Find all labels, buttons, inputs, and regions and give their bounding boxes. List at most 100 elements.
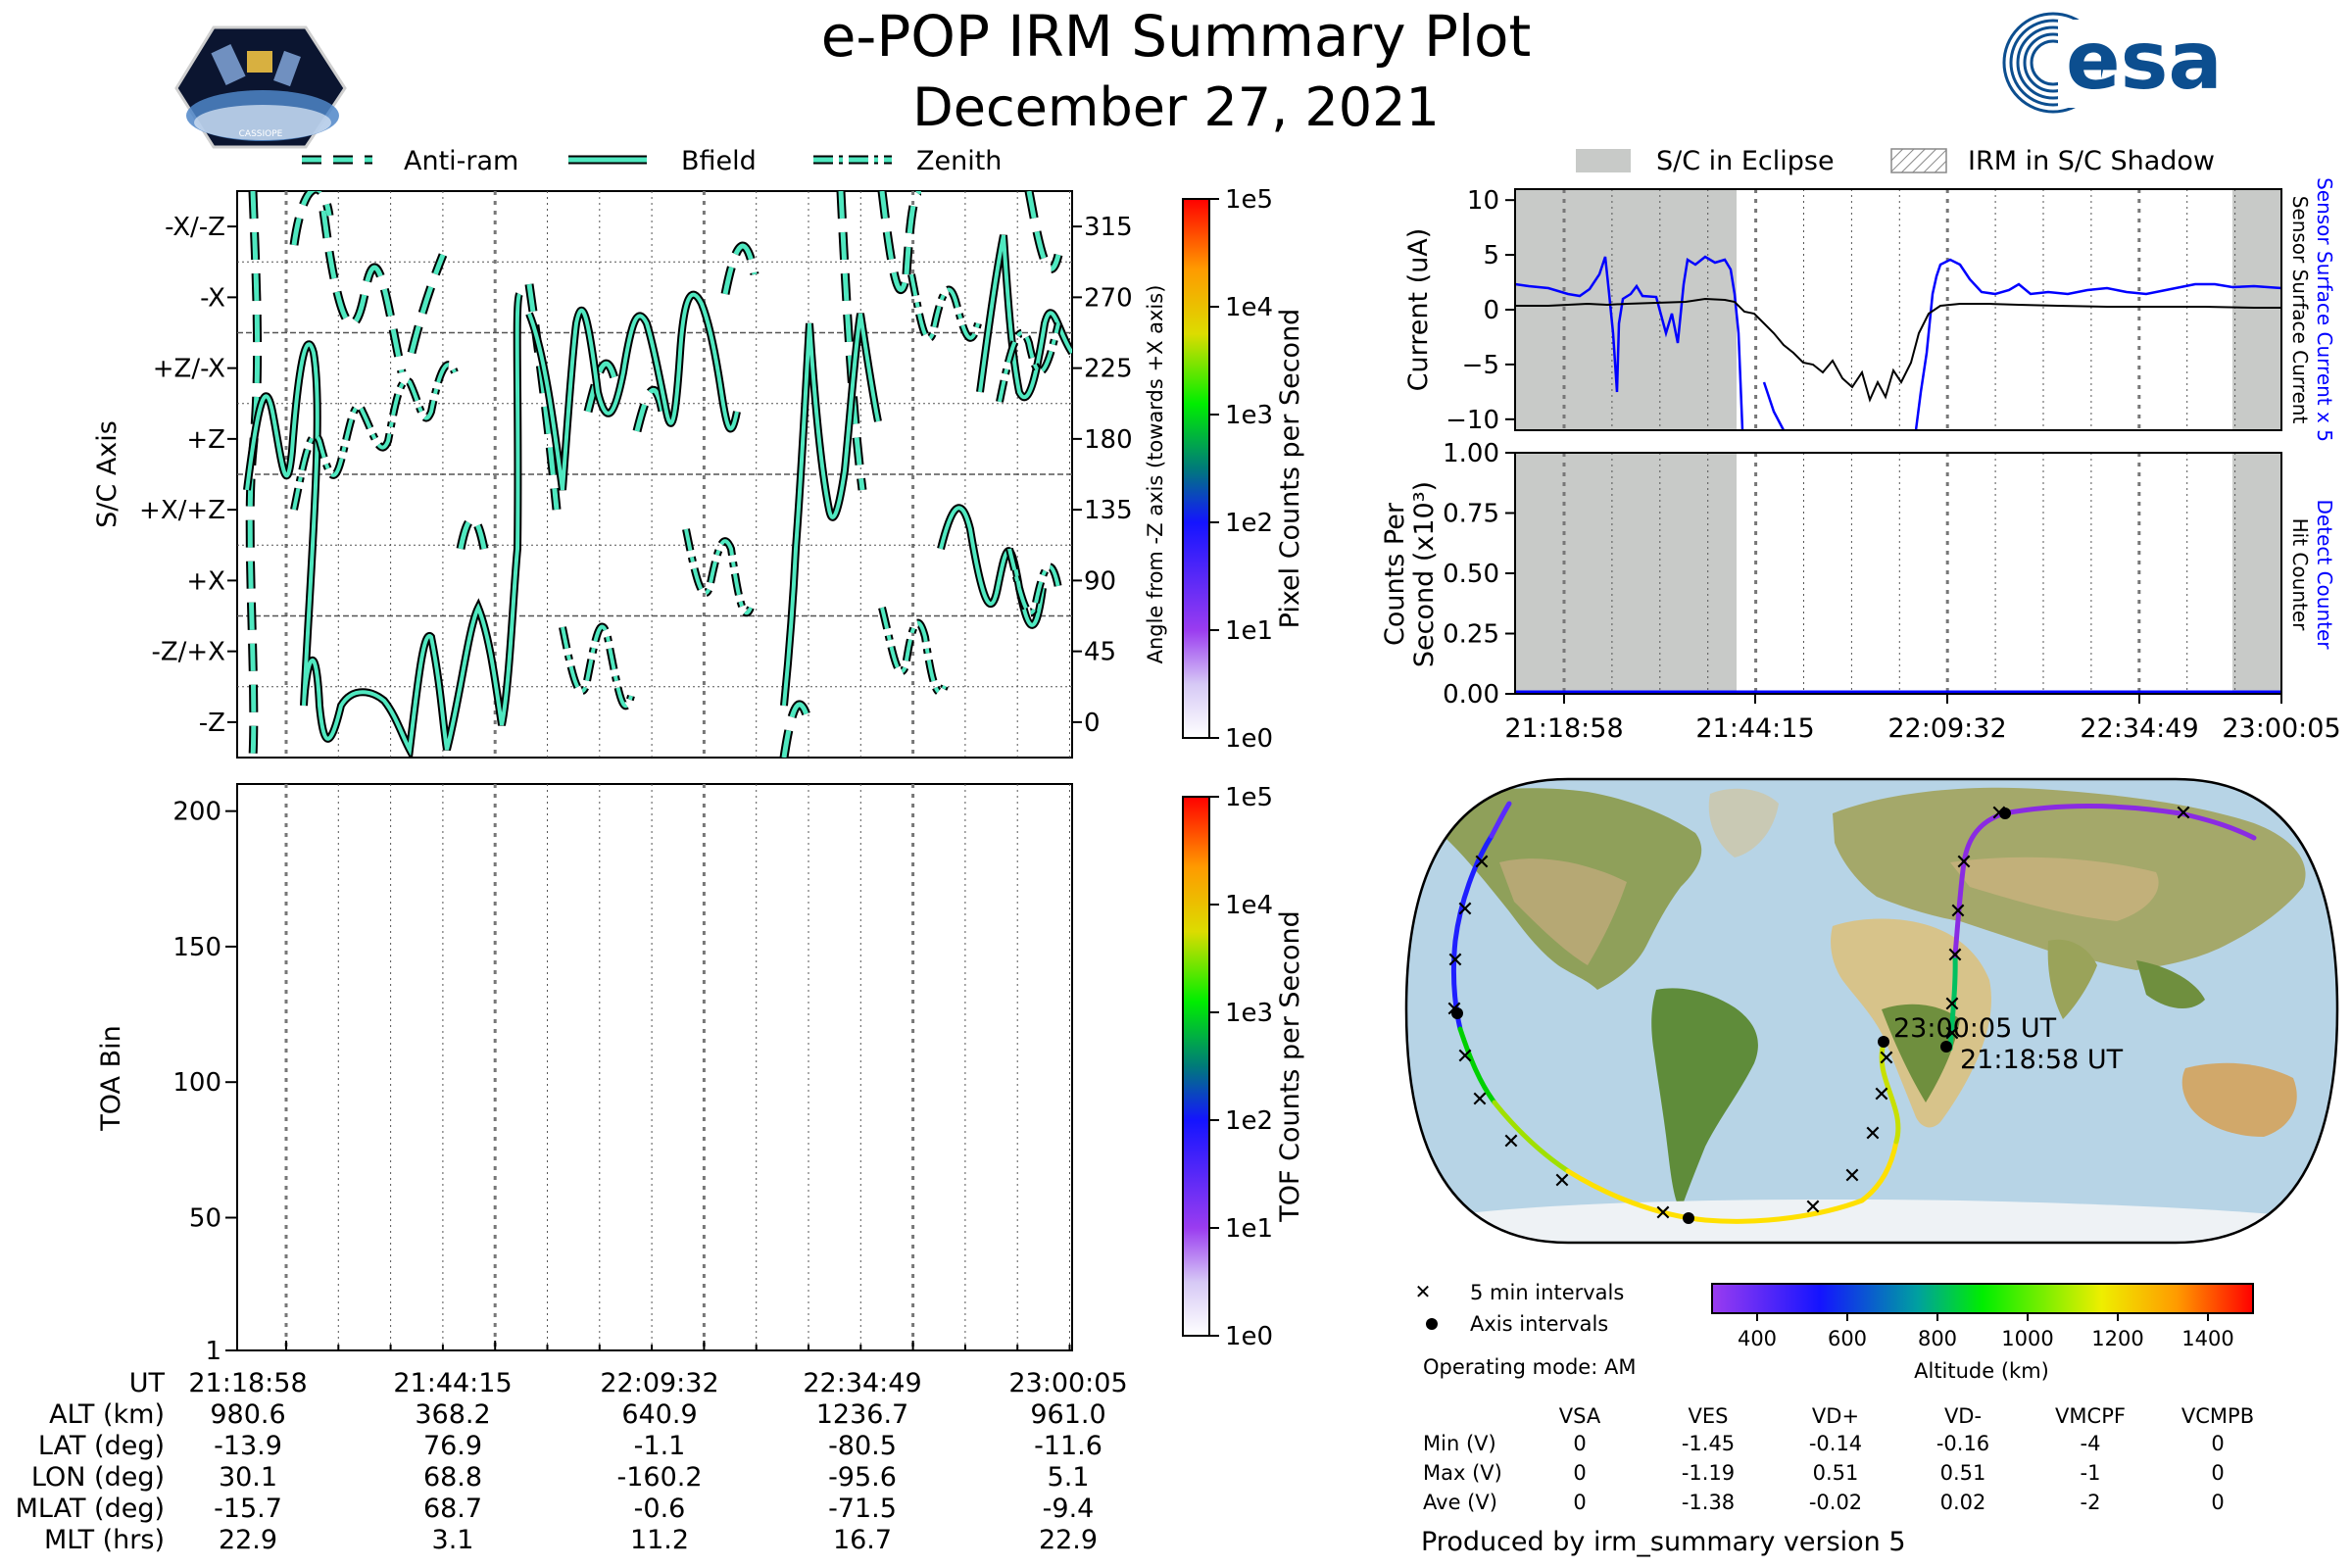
axis-ytick-label: -Z/+X xyxy=(151,638,225,667)
five-min-marker: ✕ xyxy=(2175,802,2192,826)
greenland-landmass xyxy=(1708,788,1779,858)
orbit-cell: 640.9 xyxy=(621,1399,697,1430)
colorbar-tick-label: 1e5 xyxy=(1225,185,1273,215)
orbit-cell: 980.6 xyxy=(210,1399,285,1430)
current-panel: 10 5 0 −5 −10 Current (uA) Sensor Surface Cu… xyxy=(1403,177,2336,442)
five-min-marker: ✕ xyxy=(1446,949,1464,973)
voltage-cell: -0.02 xyxy=(1809,1491,1862,1514)
row-label-mlt: MLT (hrs) xyxy=(44,1525,165,1555)
altitude-tick-label: 1400 xyxy=(2181,1327,2233,1350)
orbit-table: UT ALT (km) LAT (deg) LON (deg) MLAT (de… xyxy=(16,1368,1128,1555)
operating-mode: Operating mode: AM xyxy=(1423,1355,1636,1379)
orbit-cell: -71.5 xyxy=(828,1494,897,1524)
axis-right-tick-label: 315 xyxy=(1084,213,1133,242)
orbit-cell: -0.6 xyxy=(634,1494,686,1524)
current-ytick-label: 5 xyxy=(1483,241,1499,270)
toa-ytick-label: 100 xyxy=(172,1068,221,1098)
five-min-marker: ✕ xyxy=(1864,1122,1882,1147)
toa-panel-ylabel: TOA Bin xyxy=(96,1025,126,1131)
five-min-marker: ✕ xyxy=(1804,1196,1822,1220)
row-label-ut: UT xyxy=(129,1368,166,1398)
altitude-tick-label: 600 xyxy=(1828,1327,1867,1350)
voltage-row-label: Min (V) xyxy=(1423,1432,1496,1455)
orbit-cell: 11.2 xyxy=(630,1525,689,1555)
axis-ytick-label: -Z xyxy=(199,709,225,738)
axis-panel-right-label: Angle from -Z axis (towards +X axis) xyxy=(1144,285,1167,664)
five-min-marker: ✕ xyxy=(1456,1045,1474,1069)
five-min-marker: ✕ xyxy=(1471,1088,1489,1112)
voltage-column-header: VMCPF xyxy=(2055,1404,2126,1428)
india-landmass xyxy=(2047,939,2097,1019)
voltage-column-header: VCMPB xyxy=(2181,1404,2254,1428)
orbit-cell: 21:44:15 xyxy=(393,1368,512,1398)
colorbar-tick-label: 1e0 xyxy=(1225,724,1273,754)
colorbar-tick-label: 1e3 xyxy=(1225,999,1273,1028)
legend-5min: 5 min intervals xyxy=(1470,1281,1624,1304)
axis-right-tick-label: 0 xyxy=(1084,709,1101,738)
counts-panel: 1.00 0.75 0.50 0.25 0.00 Counts Per Second (… xyxy=(1380,439,2341,744)
altitude-tick-label: 400 xyxy=(1738,1327,1777,1350)
row-label-lon: LON (deg) xyxy=(31,1462,165,1493)
colorbar-tick-label: 1e2 xyxy=(1225,1106,1273,1136)
tof-colorbar-label: TOF Counts per Second xyxy=(1275,910,1305,1223)
voltage-cell: 0 xyxy=(1573,1491,1586,1514)
axis-interval-marker xyxy=(1683,1212,1694,1224)
five-min-marker: ✕ xyxy=(1943,1022,1961,1047)
voltage-column-header: VD+ xyxy=(1812,1404,1859,1428)
orbit-cell: -95.6 xyxy=(828,1462,897,1493)
voltage-cell: 0.51 xyxy=(1940,1461,1986,1485)
current-ytick-label: −10 xyxy=(1446,406,1499,435)
esa-logo-text: esa xyxy=(2066,15,2223,108)
voltage-cell: 0 xyxy=(1573,1432,1586,1455)
five-min-marker: ✕ xyxy=(1873,1083,1890,1107)
five-min-marker: ✕ xyxy=(1553,1169,1571,1194)
counts-ytick-label: 0.25 xyxy=(1443,620,1499,650)
sensor-current-x5-trace xyxy=(1515,255,2281,430)
five-min-marker: ✕ xyxy=(1946,944,1964,968)
eclipse-band xyxy=(2232,453,2281,694)
colorbar-tick-label: 1e0 xyxy=(1225,1322,1273,1351)
footer-credit: Produced by irm_summary version 5 xyxy=(1421,1527,1906,1557)
altitude-tick-label: 800 xyxy=(1918,1327,1957,1350)
orbit-cell: -80.5 xyxy=(828,1431,897,1461)
row-label-mlat: MLAT (deg) xyxy=(16,1494,165,1524)
colorbar-tick-label: 1e1 xyxy=(1225,1214,1273,1244)
voltage-cell: 0 xyxy=(1573,1461,1586,1485)
orbit-cell: 76.9 xyxy=(423,1431,482,1461)
orbit-cell: 5.1 xyxy=(1048,1462,1090,1493)
axis-ytick-label: -X xyxy=(200,283,225,313)
colorbar-tick-label: 1e3 xyxy=(1225,401,1273,430)
altitude-colorbar: 400 600 800 1000 1200 1400 Altitude (km) xyxy=(1711,1283,2254,1383)
axis-ytick-label: +X/+Z xyxy=(139,496,225,525)
orbit-cell: -11.6 xyxy=(1034,1431,1102,1461)
pixel-colorbar: 1e5 1e4 1e3 1e2 1e1 1e0 Pixel Counts per Seco… xyxy=(1182,185,1305,754)
orbit-track xyxy=(1450,801,2257,1224)
axis-panel-ylabel: S/C Axis xyxy=(92,420,122,528)
orbit-cell: 21:18:58 xyxy=(188,1368,307,1398)
counts-xtick-label: 22:34:49 xyxy=(2080,713,2198,744)
axis-ytick-label: -X/-Z xyxy=(165,213,225,242)
voltage-cell: 0 xyxy=(2211,1491,2224,1514)
five-min-marker: ✕ xyxy=(1502,1130,1520,1154)
map-start-label: 21:18:58 UT xyxy=(1960,1045,2124,1075)
voltage-table: VSA VES VD+ VD- VMCPF VCMPB Min (V) 0 -1.45 -0.14… xyxy=(1423,1404,2254,1514)
counts-ytick-label: 0.00 xyxy=(1443,680,1499,710)
five-min-marker: ✕ xyxy=(1654,1201,1672,1226)
orbit-cell: 1236.7 xyxy=(816,1399,908,1430)
five-min-marker: ✕ xyxy=(1843,1164,1861,1189)
axis-panel-traces xyxy=(243,191,1072,758)
esa-logo: esa xyxy=(2002,12,2223,114)
five-min-marker: ✕ xyxy=(1473,851,1491,875)
axis-right-tick-label: 270 xyxy=(1084,283,1133,313)
axis-interval-marker xyxy=(1940,1041,1952,1053)
voltage-column-header: VES xyxy=(1689,1404,1729,1428)
five-min-marker: ✕ xyxy=(1955,851,1973,875)
orbit-cell: -1.1 xyxy=(634,1431,686,1461)
map-end-label: 23:00:05 UT xyxy=(1893,1013,2057,1044)
voltage-cell: -1 xyxy=(2081,1461,2101,1485)
map-legend: ✕ 5 min intervals Axis intervals Operati… xyxy=(1415,1280,1637,1379)
axis-right-tick-label: 180 xyxy=(1084,425,1133,455)
voltage-column-header: VD- xyxy=(1944,1404,1982,1428)
counts-xtick-label: 22:09:32 xyxy=(1887,713,2006,744)
